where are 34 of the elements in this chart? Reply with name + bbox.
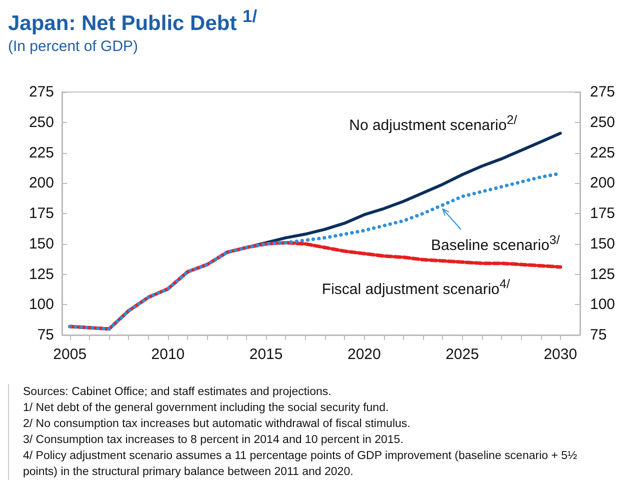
chart-subtitle: (In percent of GDP) [8,38,138,55]
series-label: No adjustment scenario$^{2/}$ [349,112,518,136]
y2-tick-label: 175 [590,205,616,222]
y-tick-label: 175 [28,205,54,222]
series-label: Fiscal adjustment scenario$^{4/}$ [322,276,510,300]
y2-tick-label: 100 [590,296,616,314]
text: 4/ Policy adjustment scenario assumes a 11 percentage points of GDP improvement (baseline scenario + 5½ points) in the structural primary balance between 2011 and 2020. [23,449,578,480]
y2-tick-label: 250 [590,114,616,131]
y-tick-label: 75 [37,326,54,344]
y-tick-label: 225 [28,144,54,162]
y2-tick-label: 275 [590,84,616,100]
y2-tick-label: 125 [590,266,616,283]
y-tick-label: 150 [28,235,54,252]
y-tick-label: 275 [28,84,54,100]
y-tick-label: 100 [28,296,54,314]
x-tick-label: 2015 [249,346,283,363]
y2-tick-label: 225 [590,144,616,162]
x-tick-label: 2010 [151,346,185,363]
text: 2/ No consumption tax increases but automatic withdrawal of fiscal stimulus. [23,417,412,432]
x-tick-label: 2025 [446,346,479,363]
chart-title: Japan: Net Public Debt $^{1/}$ [8,6,258,36]
y2-tick-label: 200 [590,174,616,192]
text: 3/ Consumption tax increases to 8 percent in 2014 and 10 percent in 2015. [23,433,404,448]
x-tick-label: 2005 [53,346,87,363]
text: 1/ Net debt of the general government including the social security fund. [23,401,390,416]
y-tick-label: 200 [28,174,54,192]
x-tick-label: 2020 [347,346,381,363]
y-tick-label: 125 [28,266,54,283]
x-tick-label: 2030 [544,346,578,363]
y-tick-label: 250 [28,114,54,131]
source-note: Sources: Cabinet Office; and staff estimates and projections. [23,385,332,400]
legend-label: Baseline scenario$^{3/}$ [431,232,560,256]
y2-tick-label: 75 [590,326,607,344]
y2-tick-label: 150 [590,235,616,252]
